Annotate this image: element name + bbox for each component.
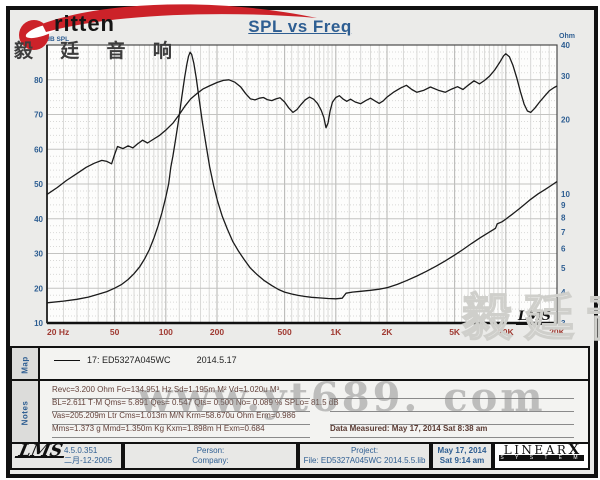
- person-label: Person:: [196, 446, 225, 455]
- notes-row: Notes Revc=3.200 Ohm Fo=134.951 Hz Sd=1.…: [10, 379, 590, 446]
- chart-canvas: 90 80 70 60 50 40 30 20 10 40 30 20 10 9 8 7 6 5 4 3 20 Hz 50…: [34, 41, 570, 337]
- y-left-tick: 50: [34, 180, 43, 189]
- ts-parameter-line: Revc=3.200 Ohm Fo=134.951 Hz Sd=1.195m M…: [52, 385, 310, 399]
- footer-version-cell: LMS 4.5.0.351 二月-12-2005: [10, 441, 123, 470]
- linearx-logo: LINEARX S Y S T E M S: [493, 442, 590, 470]
- legend-date: 2014.5.17: [196, 355, 237, 365]
- ohm-axis-label: Ohm: [559, 33, 575, 40]
- report-time: Sat 9:14 am: [439, 456, 485, 465]
- y-left-tick: 10: [34, 319, 43, 328]
- y-left-tick: 90: [34, 41, 43, 50]
- x-tick: 20 Hz: [47, 327, 69, 337]
- y-right-tick: 4: [561, 288, 566, 297]
- report-frame: SPL vs Freq 90 80 70 60 50 40 30 20 10 40 30 20 10 9 8…: [6, 4, 600, 478]
- y-right-tick: 30: [561, 72, 570, 81]
- x-tick: 50: [110, 327, 120, 337]
- app-version-date: 二月-12-2005: [64, 456, 113, 465]
- app-version: 4.5.0.351: [64, 446, 98, 455]
- x-tick: 500: [278, 327, 292, 337]
- notes-row-label: Notes: [12, 381, 40, 444]
- report-date: May 17, 2014: [437, 446, 487, 455]
- y-right-tick: 3: [561, 319, 566, 328]
- y-left-tick: 40: [34, 215, 43, 224]
- project-file: File: ED5327A045WC 2014.5.5.lib: [303, 456, 426, 465]
- impedance-curve: [46, 51, 558, 304]
- y-right-tick: 20: [561, 115, 570, 124]
- footer-person-cell: Person: Company:: [123, 442, 298, 470]
- x-tick: 2K: [382, 327, 394, 337]
- x-tick: 1K: [330, 327, 342, 337]
- blank-ruled-line: [330, 398, 574, 412]
- db-spl-axis-label: dB SPL: [46, 36, 70, 43]
- lms-footer-logo: LMS: [14, 441, 67, 461]
- y-left-tick: 20: [34, 284, 43, 293]
- y-right-tick: 5: [561, 264, 566, 273]
- linearx-wordmark: LINEAR: [503, 443, 569, 457]
- x-tick: 10K: [498, 327, 514, 337]
- y-right-tick: 6: [561, 245, 566, 254]
- x-tick: 200: [210, 327, 224, 337]
- y-right-tick: 7: [561, 228, 566, 237]
- y-right-tick: 8: [561, 214, 566, 223]
- y-right-tick: 9: [561, 201, 566, 210]
- data-measured-line: Data Measured: May 17, 2014 Sat 8:38 am: [330, 424, 574, 438]
- company-label: Company:: [192, 456, 229, 465]
- blank-ruled-line: [330, 385, 574, 399]
- spl-freq-chart: 90 80 70 60 50 40 30 20 10 40 30 20 10 9 8 7 6 5 4 3 20 Hz 50…: [10, 10, 590, 350]
- map-row-label: Map: [12, 348, 40, 381]
- y-right-tick: 40: [561, 41, 570, 50]
- spl-curve: [46, 53, 558, 195]
- project-label: Project:: [350, 446, 379, 455]
- x-tick: 100: [159, 327, 173, 337]
- footer-date-cell: May 17, 2014 Sat 9:14 am: [431, 442, 493, 470]
- footer-project-cell: Project: File: ED5327A045WC 2014.5.5.lib: [298, 442, 431, 470]
- legend-name: 17: ED5327A045WC: [87, 355, 171, 365]
- ts-parameter-line: Mms=1.373 g Mmd=1.350m Kg Kxm=1.898m H E…: [52, 424, 310, 438]
- y-left-tick: 30: [34, 250, 43, 259]
- linearx-x: X: [568, 442, 580, 458]
- x-tick: 20K: [549, 327, 565, 337]
- blank-ruled-line: [330, 411, 574, 425]
- x-tick: 5K: [449, 327, 461, 337]
- curve-legend: 17: ED5327A045WC 2014.5.17: [54, 355, 237, 365]
- y-left-tick: 60: [34, 145, 43, 154]
- legend-line-swatch: [54, 360, 80, 362]
- y-left-tick: 80: [34, 76, 43, 85]
- y-right-tick: 10: [561, 190, 570, 199]
- map-row: Map 17: ED5327A045WC 2014.5.17: [10, 346, 590, 383]
- ts-parameter-line: Vas=205.209m Ltr Cms=1.013m M/N Krm=58.6…: [52, 411, 310, 425]
- y-left-tick: 70: [34, 111, 43, 120]
- ts-parameter-line: BL=2.611 T·M Qms= 5.891 Qes= 0.547 Qts= …: [52, 398, 339, 412]
- linearx-systems: S Y S T E M S: [499, 455, 584, 467]
- report-content: SPL vs Freq 90 80 70 60 50 40 30 20 10 40 30 20 10 9 8…: [10, 4, 600, 470]
